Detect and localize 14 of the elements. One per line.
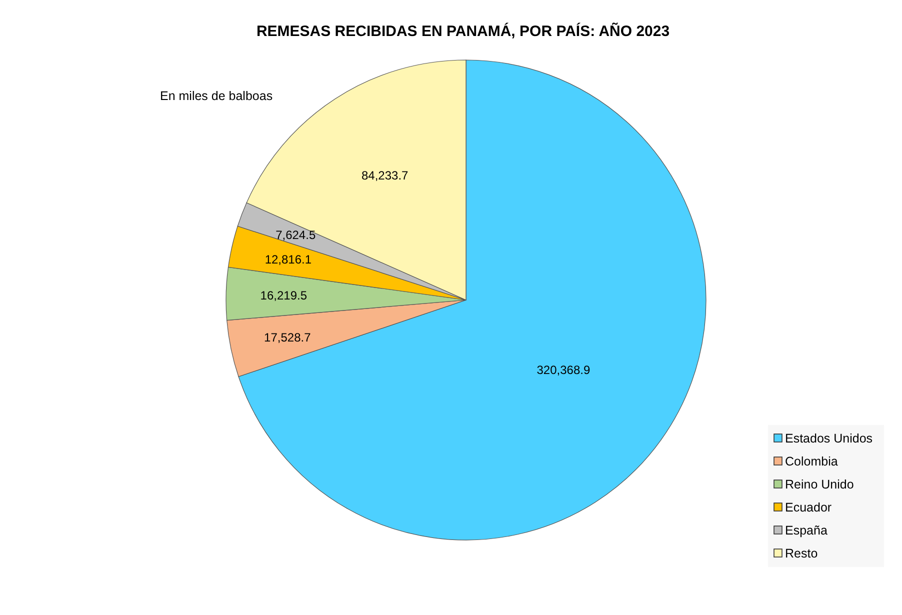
chart-title: REMESAS RECIBIDAS EN PANAMÁ, POR PAÍS: AÑO 2023: [256, 22, 670, 40]
legend-label: Resto: [785, 546, 818, 560]
data-label: 320,368.9: [536, 363, 590, 378]
legend-label: Colombia: [785, 454, 838, 468]
legend-label: Estados Unidos: [785, 431, 873, 446]
data-label: 17,528.7: [264, 330, 312, 344]
data-label: 16,219.5: [260, 288, 308, 302]
legend-label: Ecuador: [785, 500, 832, 514]
data-label: 84,233.7: [361, 168, 409, 182]
legend-label: Reino Unido: [785, 477, 854, 492]
legend-label: España: [785, 523, 828, 538]
data-label: 7,624.5: [276, 228, 316, 242]
data-label: 12,816.1: [264, 252, 312, 266]
text: En miles de balboas: [160, 89, 273, 103]
